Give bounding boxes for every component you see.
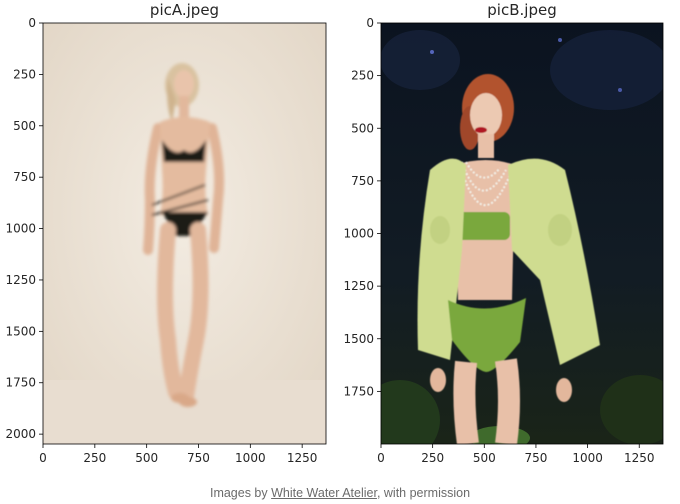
y-tick-label: 2000 [5,427,36,441]
photo-picb [381,23,663,444]
caption-prefix: Images by [209,486,272,500]
y-tick-label: 500 [351,121,374,135]
x-tick-label: 250 [83,451,106,465]
image-credit-caption: Images by White Water Atelier, with perm… [0,486,680,500]
y-tick-label: 1750 [5,376,36,390]
subplot-title: picB.jpeg [487,1,556,19]
x-tick-label: 750 [187,451,210,465]
y-tick-label: 1000 [5,222,36,236]
y-tick-label: 250 [13,67,36,81]
x-tick-label: 500 [135,451,158,465]
subplot-title: picA.jpeg [150,1,219,19]
y-tick-label: 1250 [5,273,36,287]
x-tick-label: 500 [473,451,496,465]
x-tick-label: 750 [524,451,547,465]
caption-suffix: , with permission [376,486,471,500]
y-tick-label: 0 [28,16,36,30]
y-tick-label: 250 [351,69,374,83]
y-ticks: 0 250 500 750 1000 1250 1500 1750 [343,16,381,398]
x-tick-label: 1000 [572,451,603,465]
x-ticks: 0 250 500 750 1000 1250 [39,444,317,465]
y-ticks: 0 250 500 750 1000 1250 1500 1750 2000 [5,16,43,441]
y-tick-label: 1750 [343,384,374,398]
y-tick-label: 0 [366,16,374,30]
y-tick-label: 750 [13,170,36,184]
x-tick-label: 1000 [235,451,266,465]
x-tick-label: 250 [421,451,444,465]
y-tick-label: 1250 [343,279,374,293]
x-tick-label: 0 [377,451,385,465]
y-tick-label: 1500 [343,332,374,346]
x-tick-label: 1250 [624,451,655,465]
photo-pica [43,23,326,444]
credit-link[interactable]: White Water Atelier [271,486,377,500]
y-tick-label: 750 [351,174,374,188]
x-ticks: 0 250 500 750 1000 1250 [377,444,655,465]
x-tick-label: 0 [39,451,47,465]
x-tick-label: 1250 [287,451,318,465]
y-tick-label: 500 [13,119,36,133]
y-tick-label: 1000 [343,227,374,241]
subplot-picb: picB.jpeg [343,1,664,465]
y-tick-label: 1500 [5,324,36,338]
axes-frame [42,22,327,445]
subplot-pica: picA.jpeg [5,1,327,465]
